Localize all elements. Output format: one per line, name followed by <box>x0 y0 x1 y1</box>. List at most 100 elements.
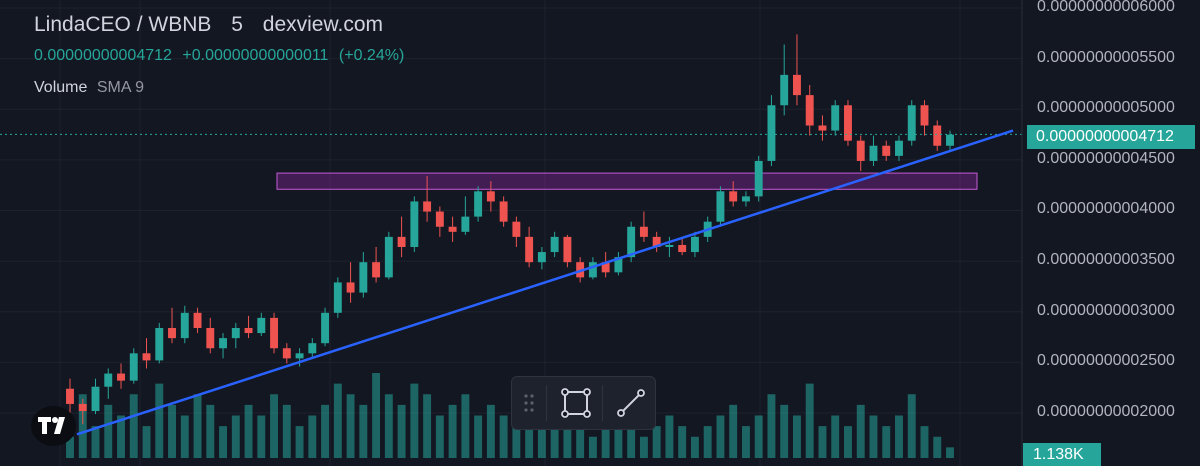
volume-bar <box>767 394 776 458</box>
volume-bar <box>499 415 508 458</box>
volume-bar <box>448 404 457 458</box>
candle-body <box>257 317 266 334</box>
candle-body <box>525 236 534 263</box>
resistance-zone[interactable] <box>276 172 978 190</box>
volume-bar <box>372 373 381 458</box>
chart-title: LindaCEO / WBNB 5 dexview.com <box>34 13 383 37</box>
volume-bar <box>193 394 202 458</box>
volume-bar <box>91 426 100 458</box>
last-price: 0.00000000004712 <box>34 47 172 64</box>
candle-body <box>117 373 125 381</box>
volume-bar <box>117 415 125 458</box>
candle-body <box>410 201 419 247</box>
candle-body <box>206 328 215 349</box>
volume-bar <box>933 436 942 458</box>
volume-bar <box>780 404 789 458</box>
volume-bar <box>856 404 865 458</box>
y-axis-label: 0.00000000005000 <box>1037 99 1175 116</box>
volume-bar <box>537 415 546 458</box>
volume-bar <box>869 415 878 458</box>
volume-bar <box>729 404 738 458</box>
candle-body <box>104 373 113 387</box>
tradingview-logo-icon[interactable] <box>31 406 76 446</box>
volume-bar <box>129 394 138 458</box>
support-trendline[interactable] <box>76 129 1014 436</box>
volume-bar <box>346 394 355 458</box>
volume-bar <box>359 404 368 458</box>
candle-body <box>295 353 304 359</box>
candle-body <box>844 105 852 141</box>
change-pct: (+0.24%) <box>338 47 405 64</box>
candle-body <box>129 353 138 381</box>
y-axis-label: 0.00000000004000 <box>1037 200 1175 217</box>
candle-body <box>805 95 814 126</box>
y-axis-label: 0.00000000005500 <box>1037 49 1175 66</box>
volume-bar <box>257 415 266 458</box>
candle-body <box>372 262 381 278</box>
candle-body <box>946 134 954 146</box>
volume-legend[interactable]: Volume SMA 9 <box>34 79 144 97</box>
volume-bar <box>716 415 725 458</box>
candle-body <box>818 125 827 131</box>
volume-bar <box>231 415 240 458</box>
candle-body <box>665 244 674 247</box>
volume-bar <box>282 404 291 458</box>
volume-bar <box>920 426 929 458</box>
candle-body <box>155 328 164 361</box>
candle-body <box>601 262 610 273</box>
candle-body <box>550 236 559 253</box>
volume-bar <box>512 426 521 458</box>
indicator-name: Volume <box>34 79 88 96</box>
volume-bar <box>321 404 330 458</box>
candle-body <box>627 226 636 258</box>
volume-bar <box>818 426 827 458</box>
candle-body <box>614 257 623 273</box>
volume-bar <box>142 426 151 458</box>
candle-body <box>308 343 317 354</box>
candle-body <box>793 74 801 96</box>
volume-bar <box>690 436 699 458</box>
candle-body <box>780 74 789 106</box>
volume-bar <box>244 404 253 458</box>
candle-body <box>346 282 355 293</box>
volume-tag: 1.138K <box>1023 443 1101 466</box>
pair-name: LindaCEO / WBNB <box>34 13 212 36</box>
volume-bar <box>793 415 801 458</box>
volume-bar <box>155 383 164 458</box>
candle-body <box>537 252 546 263</box>
volume-bar <box>435 415 444 458</box>
candle-body <box>423 201 432 212</box>
volume-bar <box>805 383 814 458</box>
volume-bar <box>461 394 470 458</box>
volume-bar <box>295 426 304 458</box>
candle-body <box>384 236 393 278</box>
candle-body <box>499 201 508 222</box>
y-axis-label: 0.00000000002000 <box>1037 403 1175 420</box>
indicator-param: SMA 9 <box>96 79 144 96</box>
rectangle-tool-icon[interactable] <box>552 377 600 429</box>
volume-bar <box>104 404 113 458</box>
volume-bar <box>410 383 419 458</box>
candle-body <box>91 386 100 412</box>
candle-body <box>321 312 330 344</box>
candle-body <box>270 317 279 349</box>
candle-body <box>282 348 291 359</box>
volume-bar <box>333 383 342 458</box>
candle-body <box>78 403 87 412</box>
volume-bar <box>525 404 534 458</box>
candle-body <box>486 191 495 202</box>
candle-body <box>869 145 878 161</box>
candle-body <box>741 196 750 202</box>
candle-body <box>359 262 368 293</box>
trendline-tool-icon[interactable] <box>607 377 655 429</box>
volume-bar <box>180 415 189 458</box>
drag-handle-icon[interactable] <box>512 377 546 429</box>
volume-bar <box>741 426 750 458</box>
volume-bar <box>474 415 483 458</box>
candle-body <box>831 105 840 131</box>
y-axis-label: 0.00000000003000 <box>1037 302 1175 319</box>
volume-bar <box>308 415 317 458</box>
source-label: dexview.com <box>262 13 383 36</box>
volume-bar <box>168 404 176 458</box>
